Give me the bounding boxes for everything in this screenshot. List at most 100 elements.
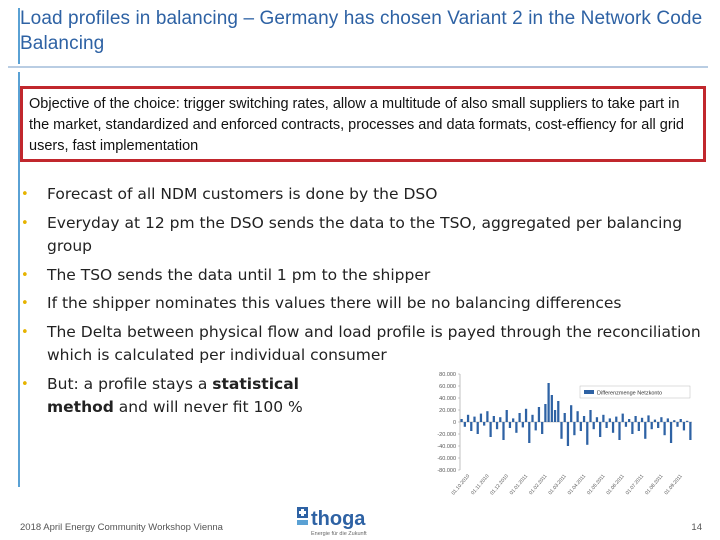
bullet-item: • The Delta between physical flow and loa…: [20, 321, 710, 368]
x-tick-label: 01.02.2011: [528, 473, 549, 496]
y-tick-label: 20.000: [439, 408, 456, 414]
chart-bar: [599, 422, 602, 437]
chart-bar: [528, 422, 531, 443]
title-accent-bar: [18, 8, 20, 64]
chart-bar: [495, 422, 499, 430]
thoga-logo: thoga Energie für die Zukunft: [297, 507, 367, 537]
bullet-marker-icon: •: [21, 376, 29, 392]
y-tick-label: 80.000: [439, 372, 456, 378]
chart-bar: [634, 416, 637, 422]
chart-bar: [605, 422, 608, 428]
chart-bar: [624, 422, 628, 427]
chart-bar: [679, 419, 682, 422]
chart-bar: [524, 408, 528, 422]
chart-bar: [560, 422, 563, 439]
chart-bar: [476, 422, 479, 434]
x-tick-label: 01.03.2011: [547, 473, 568, 496]
chart-bar: [682, 422, 686, 431]
chart-bar: [479, 413, 483, 422]
chart-bar: [576, 411, 579, 422]
body-accent-bar: [18, 72, 20, 487]
chart-bar: [689, 422, 692, 440]
x-tick-label: 01.08.2011: [644, 473, 665, 496]
chart-bar: [483, 422, 486, 426]
footer-event: 2018 April Energy Community Workshop Vie…: [20, 522, 223, 533]
bullet-list: • Forecast of all NDM customers is done b…: [20, 183, 710, 425]
chart-bar: [602, 414, 605, 422]
chart-bar: [608, 418, 611, 422]
chart-bar: [550, 395, 553, 422]
chart-bar: [628, 419, 631, 422]
chart-bar: [657, 422, 660, 428]
legend-label: Differenzmenge Netzkonto: [597, 391, 662, 397]
chart-bar: [615, 416, 618, 422]
legend-swatch: [584, 390, 594, 394]
bullet-text: and will never fit 100 %: [113, 398, 303, 416]
chart-bar: [650, 422, 653, 430]
chart-bar: [686, 420, 689, 422]
bullet-item: • Everyday at 12 pm the DSO sends the dat…: [20, 212, 710, 259]
x-tick-label: 01.07.2011: [625, 473, 646, 496]
objective-box: Objective of the choice: trigger switchi…: [20, 86, 706, 162]
logo-tagline: Energie für die Zukunft: [311, 531, 367, 537]
chart-bar: [566, 422, 570, 446]
bullet-marker-icon: •: [21, 267, 29, 283]
bullet-marker-icon: •: [21, 324, 29, 340]
x-tick-label: 01.04.2011: [567, 473, 588, 496]
chart-bar: [515, 422, 518, 433]
x-tick-label: 01.10.2010: [451, 473, 472, 496]
chart-bar: [505, 410, 508, 422]
bullet-bold-text: statistical: [212, 374, 299, 393]
bullet-text: Forecast of all NDM customers is done by…: [47, 185, 438, 203]
bullet-text: But: a profile stays a: [47, 374, 213, 393]
chart-bar: [666, 418, 669, 422]
chart-bar: [463, 422, 466, 427]
chart-bar: [663, 422, 666, 436]
x-tick-label: 01.11.2010: [470, 473, 491, 496]
chart-bar: [582, 416, 586, 422]
chart-bar: [492, 416, 495, 422]
bullet-item: • If the shipper nominates this values th…: [20, 292, 710, 316]
chart-bar: [669, 422, 673, 443]
y-tick-label: 40.000: [439, 396, 456, 402]
chart-bar: [592, 422, 595, 430]
chart-bar: [573, 422, 576, 436]
chart-bar: [518, 413, 521, 422]
x-tick-label: 01.09.2011: [663, 473, 684, 496]
bullet-marker-icon: •: [21, 215, 29, 231]
y-tick-label: -80.000: [437, 468, 456, 474]
x-tick-label: 01.01.2011: [509, 473, 530, 496]
title-divider: [8, 66, 708, 68]
chart-bar: [547, 383, 550, 422]
chart-bar: [466, 414, 470, 422]
chart-bar: [595, 417, 599, 422]
chart-bar: [644, 422, 647, 439]
chart-bar: [563, 413, 566, 422]
chart-bar: [537, 407, 541, 422]
chart-bar: [637, 422, 640, 431]
bullet-item: • But: a profile stays a statistical metho…: [20, 373, 710, 420]
chart-bar: [586, 422, 589, 445]
chart-bar: [486, 411, 489, 422]
page-number: 14: [691, 522, 702, 533]
y-tick-label: -60.000: [437, 456, 456, 462]
bullet-item: • Forecast of all NDM customers is done b…: [20, 183, 710, 207]
chart-bar: [470, 422, 473, 431]
chart-bar: [589, 410, 592, 422]
y-tick-label: 60.000: [439, 384, 456, 390]
chart-bar: [676, 422, 679, 427]
y-tick-label: -40.000: [437, 444, 456, 450]
chart-bar: [541, 422, 544, 434]
chart-bar: [521, 422, 524, 428]
x-tick-label: 01.06.2011: [605, 473, 626, 496]
y-tick-label: 0: [453, 420, 456, 426]
bullet-item: • The TSO sends the data until 1 pm to th…: [20, 264, 710, 288]
bullet-marker-icon: •: [21, 187, 29, 202]
chart-bar: [618, 422, 621, 440]
bullet-text: If the shipper nominates this values the…: [47, 294, 622, 312]
bullet-text: The TSO sends the data until 1 pm to the…: [47, 265, 431, 284]
chart-bar: [460, 419, 463, 422]
bullet-marker-icon: •: [21, 296, 29, 311]
slide-title: Load profiles in balancing – Germany has…: [20, 8, 703, 54]
chart-bar: [534, 422, 537, 431]
